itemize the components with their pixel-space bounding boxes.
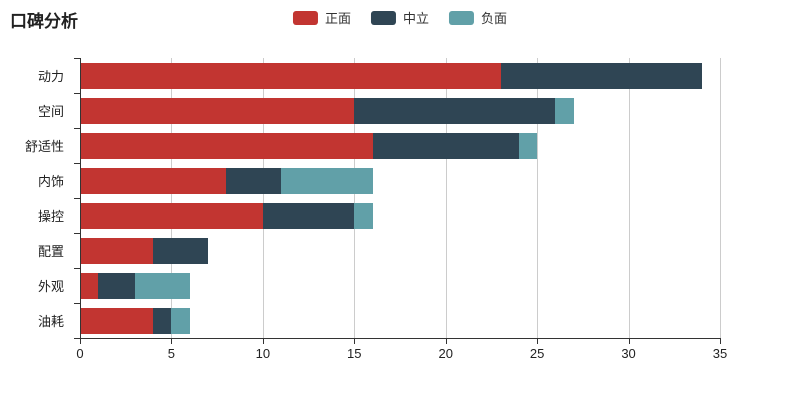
gridline — [354, 58, 356, 338]
gridline — [262, 58, 264, 338]
x-axis-tick-label: 5 — [167, 346, 176, 361]
bar-segment-舒适性-负面[interactable] — [518, 132, 538, 159]
x-axis-tick — [80, 339, 81, 344]
x-axis-tick — [354, 339, 356, 344]
x-axis-line — [80, 338, 721, 339]
positive-swatch-icon — [292, 10, 318, 25]
x-axis-tick-label: 15 — [347, 346, 362, 361]
category-label-操控: 操控 — [37, 209, 64, 224]
y-axis-tick — [74, 338, 80, 339]
bar-segment-油耗-正面[interactable] — [80, 307, 154, 334]
y-axis-tick — [74, 163, 80, 164]
bar-segment-动力-正面[interactable] — [80, 62, 501, 89]
legend-label-negative: 负面 — [481, 11, 508, 26]
y-axis-tick — [74, 268, 80, 269]
x-axis-tick-label: 30 — [621, 346, 636, 361]
bar-segment-舒适性-正面[interactable] — [80, 132, 373, 159]
bar-segment-外观-负面[interactable] — [134, 272, 190, 299]
legend-label-neutral: 中立 — [402, 11, 430, 26]
neutral-swatch-icon — [370, 10, 396, 25]
bar-segment-配置-中立[interactable] — [153, 237, 208, 264]
category-label-配置: 配置 — [37, 244, 64, 259]
bar-segment-内饰-正面[interactable] — [80, 167, 227, 194]
category-label-油耗: 油耗 — [37, 314, 64, 329]
bar-segment-外观-中立[interactable] — [98, 272, 135, 299]
legend-item-neutral[interactable]: 中立 — [370, 8, 430, 27]
bar-segment-内饰-中立[interactable] — [226, 167, 282, 194]
x-axis-tick-label: 0 — [76, 346, 84, 361]
legend-item-negative[interactable]: 负面 — [449, 8, 507, 27]
bar-segment-内饰-负面[interactable] — [281, 167, 373, 194]
bar-segment-舒适性-中立[interactable] — [372, 132, 519, 159]
x-axis-tick-label: 35 — [712, 346, 728, 361]
y-axis-tick — [74, 58, 80, 59]
y-axis-tick — [74, 128, 80, 129]
plot-area — [80, 58, 721, 338]
bar-segment-操控-负面[interactable] — [354, 202, 373, 229]
x-axis-tick — [720, 339, 721, 344]
x-axis-tick-label: 20 — [438, 346, 453, 361]
legend-label-positive: 正面 — [324, 11, 351, 26]
gridline — [171, 58, 173, 338]
bar-segment-空间-中立[interactable] — [354, 97, 556, 124]
category-label-舒适性: 舒适性 — [24, 139, 64, 154]
category-label-内饰: 内饰 — [37, 174, 64, 189]
legend: 正面 中立 负面 — [292, 8, 507, 27]
x-axis-tick — [262, 339, 264, 344]
category-label-空间: 空间 — [37, 104, 64, 119]
y-axis-category-labels: 动力空间舒适性内饰操控配置外观油耗 — [0, 58, 72, 338]
bar-segment-空间-负面[interactable] — [555, 97, 574, 124]
legend-item-positive[interactable]: 正面 — [292, 8, 351, 27]
bar-segment-配置-正面[interactable] — [80, 237, 154, 264]
category-label-外观: 外观 — [37, 279, 64, 294]
bar-segment-油耗-负面[interactable] — [171, 307, 190, 334]
bar-segment-外观-正面[interactable] — [80, 272, 99, 299]
x-axis-tick — [171, 339, 173, 344]
x-axis-tick — [537, 339, 539, 344]
bar-segment-动力-中立[interactable] — [500, 62, 702, 89]
bar-segment-油耗-中立[interactable] — [153, 307, 172, 334]
bar-segment-操控-正面[interactable] — [80, 202, 263, 229]
x-axis-tick — [445, 339, 447, 344]
gridline — [720, 58, 721, 338]
y-axis-tick — [74, 233, 80, 234]
chart-title: 口碑分析 — [10, 12, 78, 31]
negative-swatch-icon — [449, 10, 475, 25]
y-axis-line — [80, 58, 81, 339]
category-label-动力: 动力 — [37, 69, 64, 84]
x-axis-tick — [628, 339, 630, 344]
y-axis-tick — [74, 93, 80, 94]
y-axis-tick — [74, 198, 80, 199]
bar-segment-操控-中立[interactable] — [262, 202, 355, 229]
gridline — [537, 58, 539, 338]
x-axis-tick-label: 25 — [529, 346, 545, 361]
bar-segment-空间-正面[interactable] — [80, 97, 355, 124]
gridline — [445, 58, 447, 338]
gridline — [628, 58, 630, 338]
y-axis-tick — [74, 303, 80, 304]
x-axis-tick-label: 10 — [255, 346, 271, 361]
